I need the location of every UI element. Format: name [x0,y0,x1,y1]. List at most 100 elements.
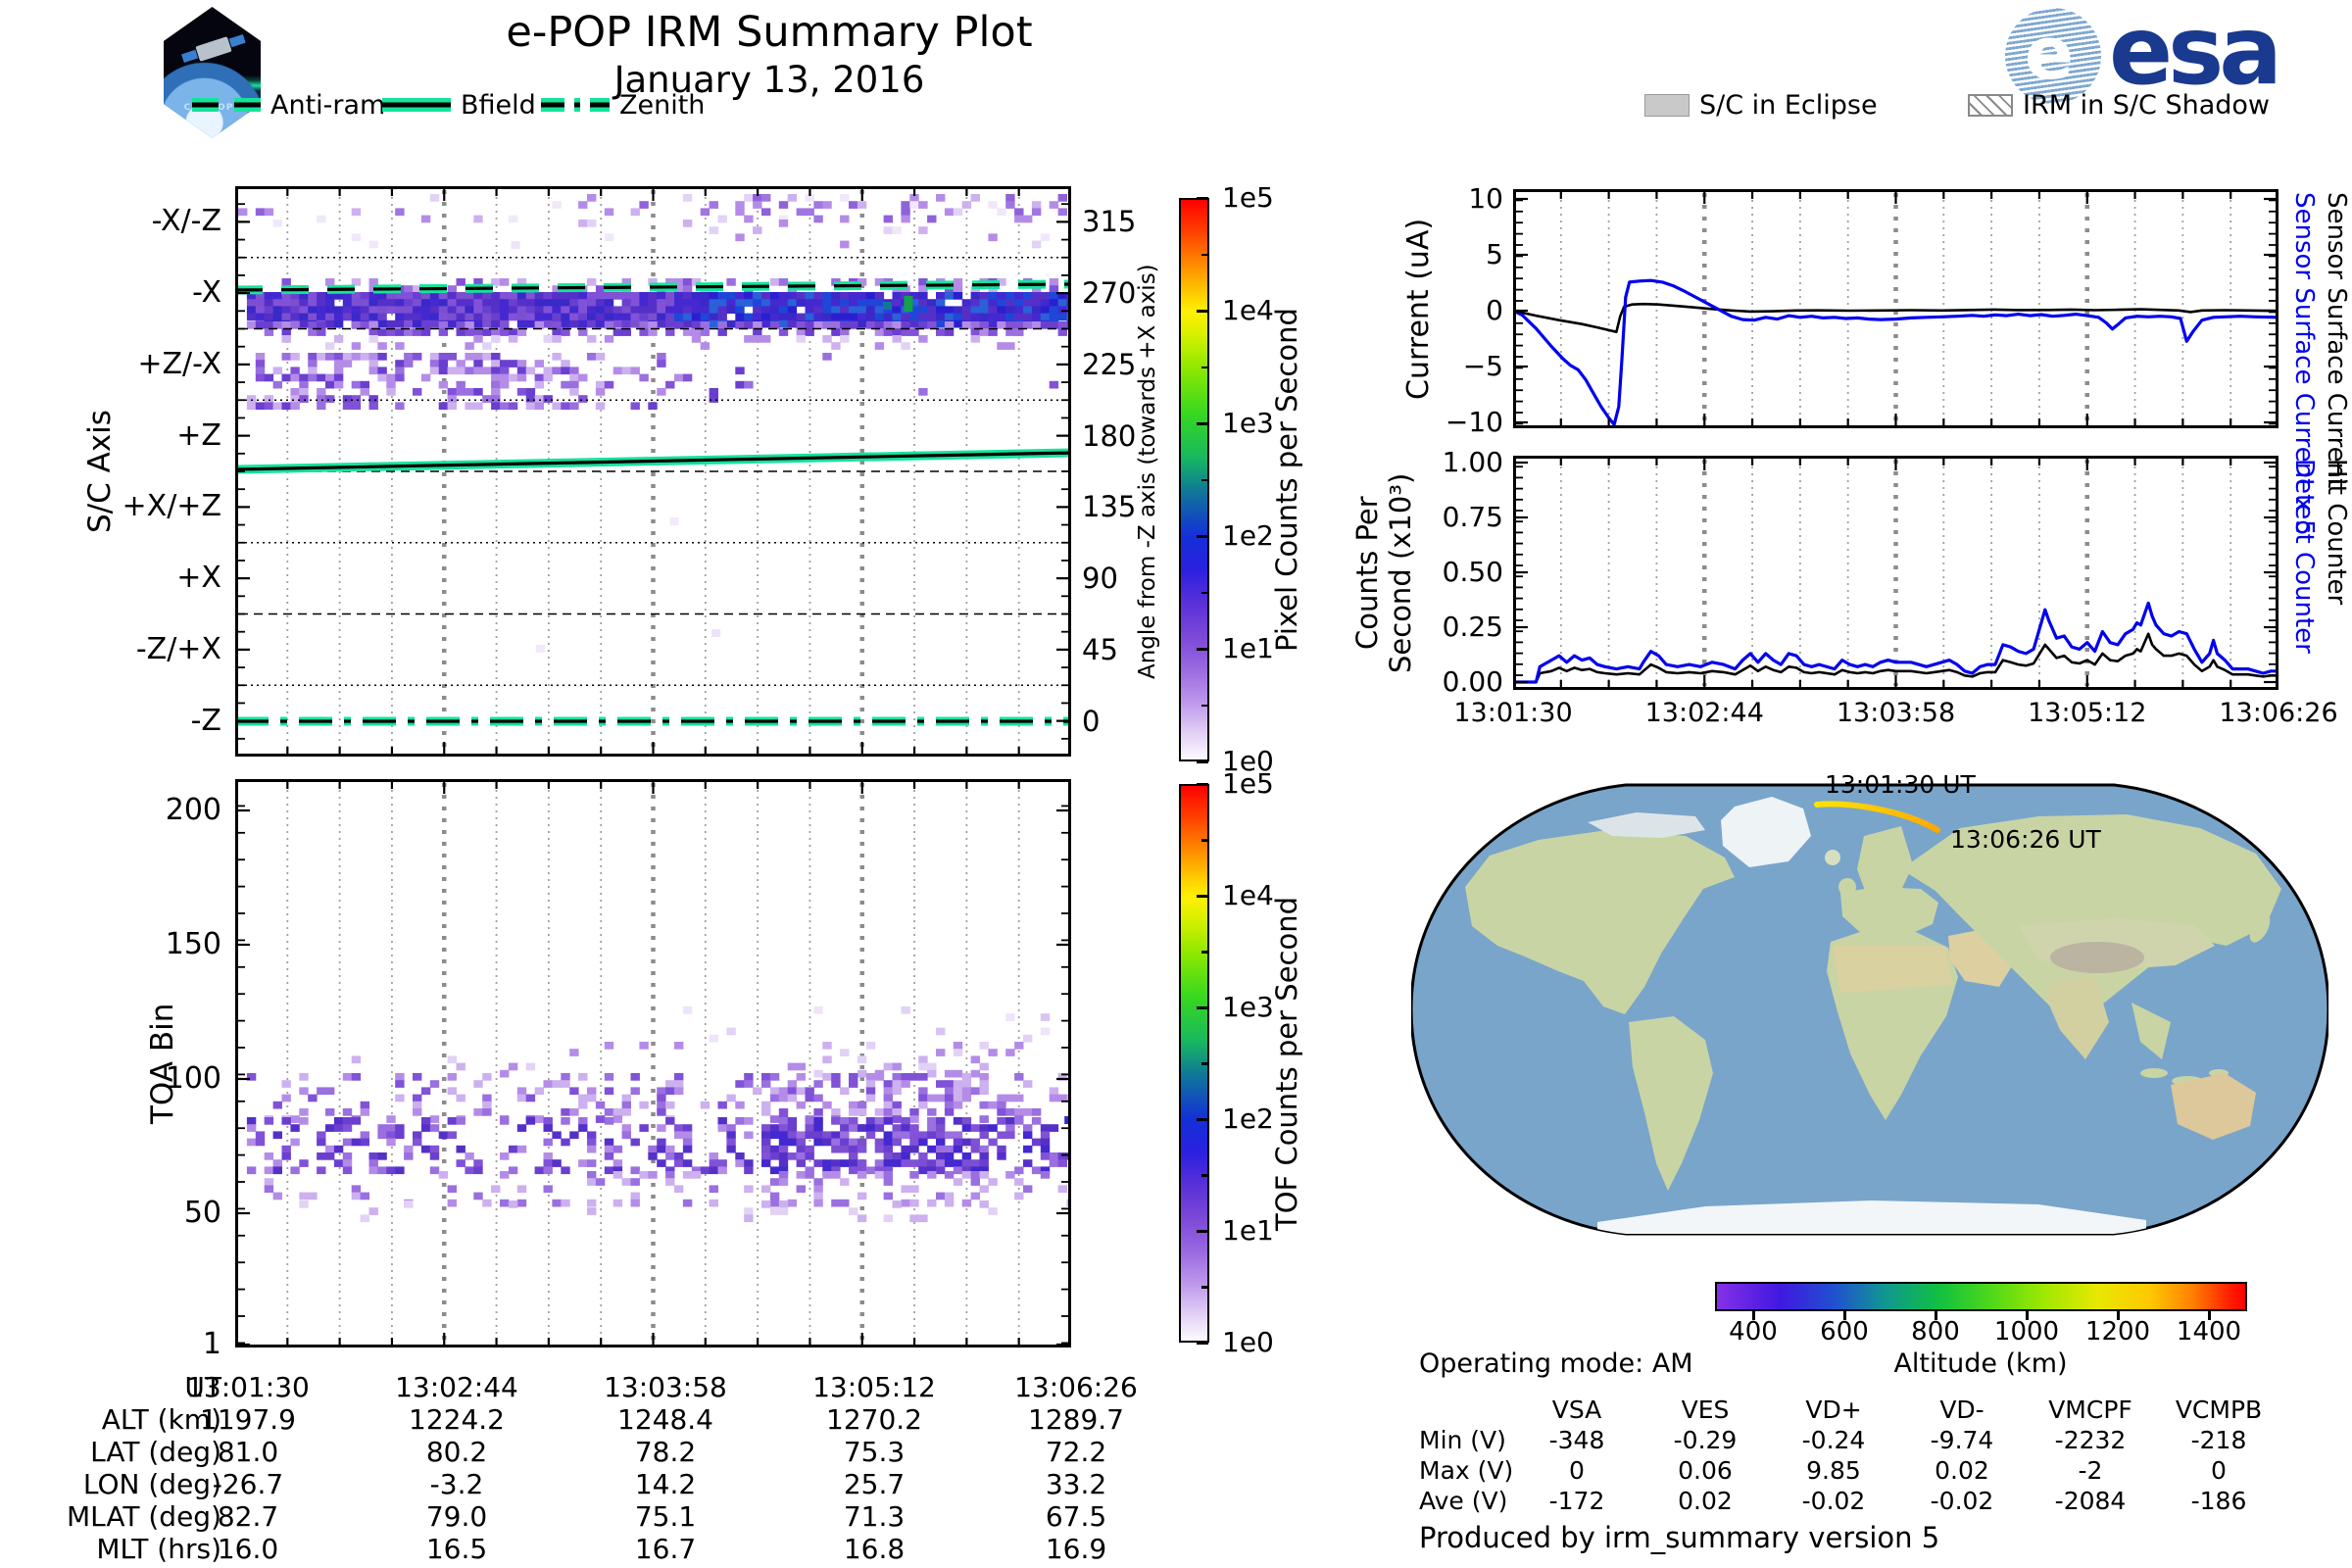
tof-cb-tick-label: 1e5 [1222,767,1274,800]
current-ytick-label: 10 [1468,182,1503,215]
pixel-cb-tick-icon [1197,422,1208,425]
altitude-colorbar-label: Altitude (km) [1893,1348,2068,1379]
tof-cb-tick-icon [1197,783,1208,786]
ephemeris-value: 67.5 [1045,1500,1107,1533]
sc-axis-category-label: +X [176,561,221,596]
ephemeris-value: 13:06:26 [1014,1371,1138,1403]
tof-cb-tick-icon [1197,1118,1208,1121]
toa-spectrogram [233,779,1076,1348]
ground-track [1814,801,1940,833]
voltage-value: 0.02 [1935,1456,1989,1485]
altitude-tick-label: 800 [1911,1317,1960,1347]
altitude-tick-label: 400 [1729,1317,1778,1347]
altitude-tick-label: 1400 [2176,1317,2242,1347]
ephemeris-row-label: LON (deg) [82,1468,221,1500]
tof-cb-minortick-icon [1201,951,1208,954]
angle-tick-label: 315 [1082,205,1137,239]
ephemeris-row-label: ALT (km) [101,1403,221,1436]
voltage-value: -218 [2190,1426,2247,1454]
right-time-tick-label: 13:05:12 [2028,698,2147,728]
voltage-value: -172 [1548,1487,1605,1515]
bfield-legend-label: Bfield [461,90,536,121]
current-ytick-label: −10 [1445,406,1503,438]
voltage-column-header: VD+ [1805,1396,1862,1424]
tof-cb-minortick-icon [1201,1286,1208,1289]
altitude-tick-icon [2026,1311,2029,1320]
page-date: January 13, 2016 [613,59,925,101]
altitude-colorbar [1715,1282,2247,1311]
pixel-cb-tick-icon [1197,310,1208,313]
ephemeris-value: 79.0 [425,1500,488,1533]
ephemeris-value: 16.8 [843,1533,906,1565]
toa-ytick-label: 100 [165,1061,221,1096]
world-map-svg [1409,783,2330,1236]
altitude-tick-icon [1843,1311,1846,1320]
pixel-cb-tick-icon [1197,197,1208,200]
voltage-value: -2232 [2054,1426,2127,1454]
voltage-column-header: VSA [1551,1396,1602,1424]
angle-tick-label: 45 [1082,632,1118,666]
ephemeris-value: 13:03:58 [604,1371,727,1403]
ephemeris-value: 1270.2 [826,1403,922,1436]
voltage-value: 0.02 [1678,1487,1733,1515]
tof-cb-tick-label: 1e4 [1222,879,1274,911]
tof-cb-minortick-icon [1201,839,1208,842]
altitude-tick-icon [2117,1311,2120,1320]
tof-cb-tick-icon [1197,1230,1208,1233]
tof-cb-minortick-icon [1201,1062,1208,1065]
pixel-cb-tick-label: 1e4 [1222,294,1274,326]
sc-axis-category-label: +X/+Z [122,489,221,524]
sc-axis-category-label: -Z [190,703,221,738]
counts-ylabel-line1: Counts Per [1350,496,1384,650]
ephemeris-row-label: MLAT (deg) [66,1500,221,1533]
tof-cb-tick-icon [1197,895,1208,898]
pixel-cb-minortick-icon [1201,704,1208,707]
altitude-tick-label: 1200 [2084,1317,2151,1347]
pixel-cb-tick-label: 1e2 [1222,519,1274,552]
sc-axis-category-label: +Z [176,417,221,453]
track-start-label: 13:01:30 UT [1825,770,1976,799]
ephemeris-row-label: UT [184,1371,221,1403]
ephemeris-value: 25.7 [843,1468,906,1500]
counts-ytick-label: 0.25 [1442,611,1503,643]
voltage-column-header: VD- [1939,1396,1984,1424]
right-time-tick-label: 13:06:26 [2219,698,2338,728]
angle-tick-label: 90 [1082,562,1118,596]
altitude-tick-label: 1000 [1993,1317,2060,1347]
current-ytick-label: −5 [1462,350,1503,382]
ephemeris-value: 16.0 [217,1533,279,1565]
ephemeris-value: 1197.9 [200,1403,296,1436]
tof-cb-tick-icon [1197,1342,1208,1345]
counts-ylabel: Counts Per Second (x10³) [1350,456,1417,690]
sc-axis-category-label: +Z/-X [137,346,221,381]
voltage-value: -0.02 [1930,1487,1994,1515]
operating-mode-label: Operating mode: AM [1419,1348,1693,1379]
right-time-tick-label: 13:01:30 [1453,698,1573,728]
voltage-value: -0.02 [1801,1487,1866,1515]
angle-tick-label: 135 [1082,490,1137,524]
ephemeris-value: 1224.2 [409,1403,505,1436]
sc-axis-ylabel: S/C Axis [82,410,118,533]
pixel-cb-tick-icon [1197,648,1208,651]
map-continents [1465,797,2292,1234]
ephemeris-value: 75.3 [843,1436,906,1468]
voltage-column-header: VES [1681,1396,1730,1424]
counts-ytick-label: 0.00 [1442,665,1503,698]
track-end-label: 13:06:26 UT [1950,825,2101,854]
pixel-cb-minortick-icon [1201,253,1208,256]
voltage-column-header: VMCPF [2048,1396,2132,1424]
current-ytick-label: 5 [1486,238,1503,270]
pixel-cb-minortick-icon [1201,591,1208,594]
toa-ytick-label: 1 [202,1327,221,1361]
esa-globe-e: e [2024,12,2075,96]
toa-ytick-label: 200 [165,793,221,827]
cassiope-patch-art: CASSIOPE [164,7,261,138]
sc-axis-category-label: -Z/+X [135,631,221,666]
counter-rates-plot [1511,456,2280,690]
hit-counter-label: Hit Counter [2322,459,2351,606]
current-blue-series-label: Sensor Surface Current x 5 [2289,192,2319,536]
toa-ytick-label: 50 [183,1196,221,1230]
angle-axis-label: Angle from -Z axis (towards +X axis) [1135,264,1160,679]
ephemeris-value: 16.9 [1045,1533,1107,1565]
ephemeris-value: 33.2 [1045,1468,1107,1500]
